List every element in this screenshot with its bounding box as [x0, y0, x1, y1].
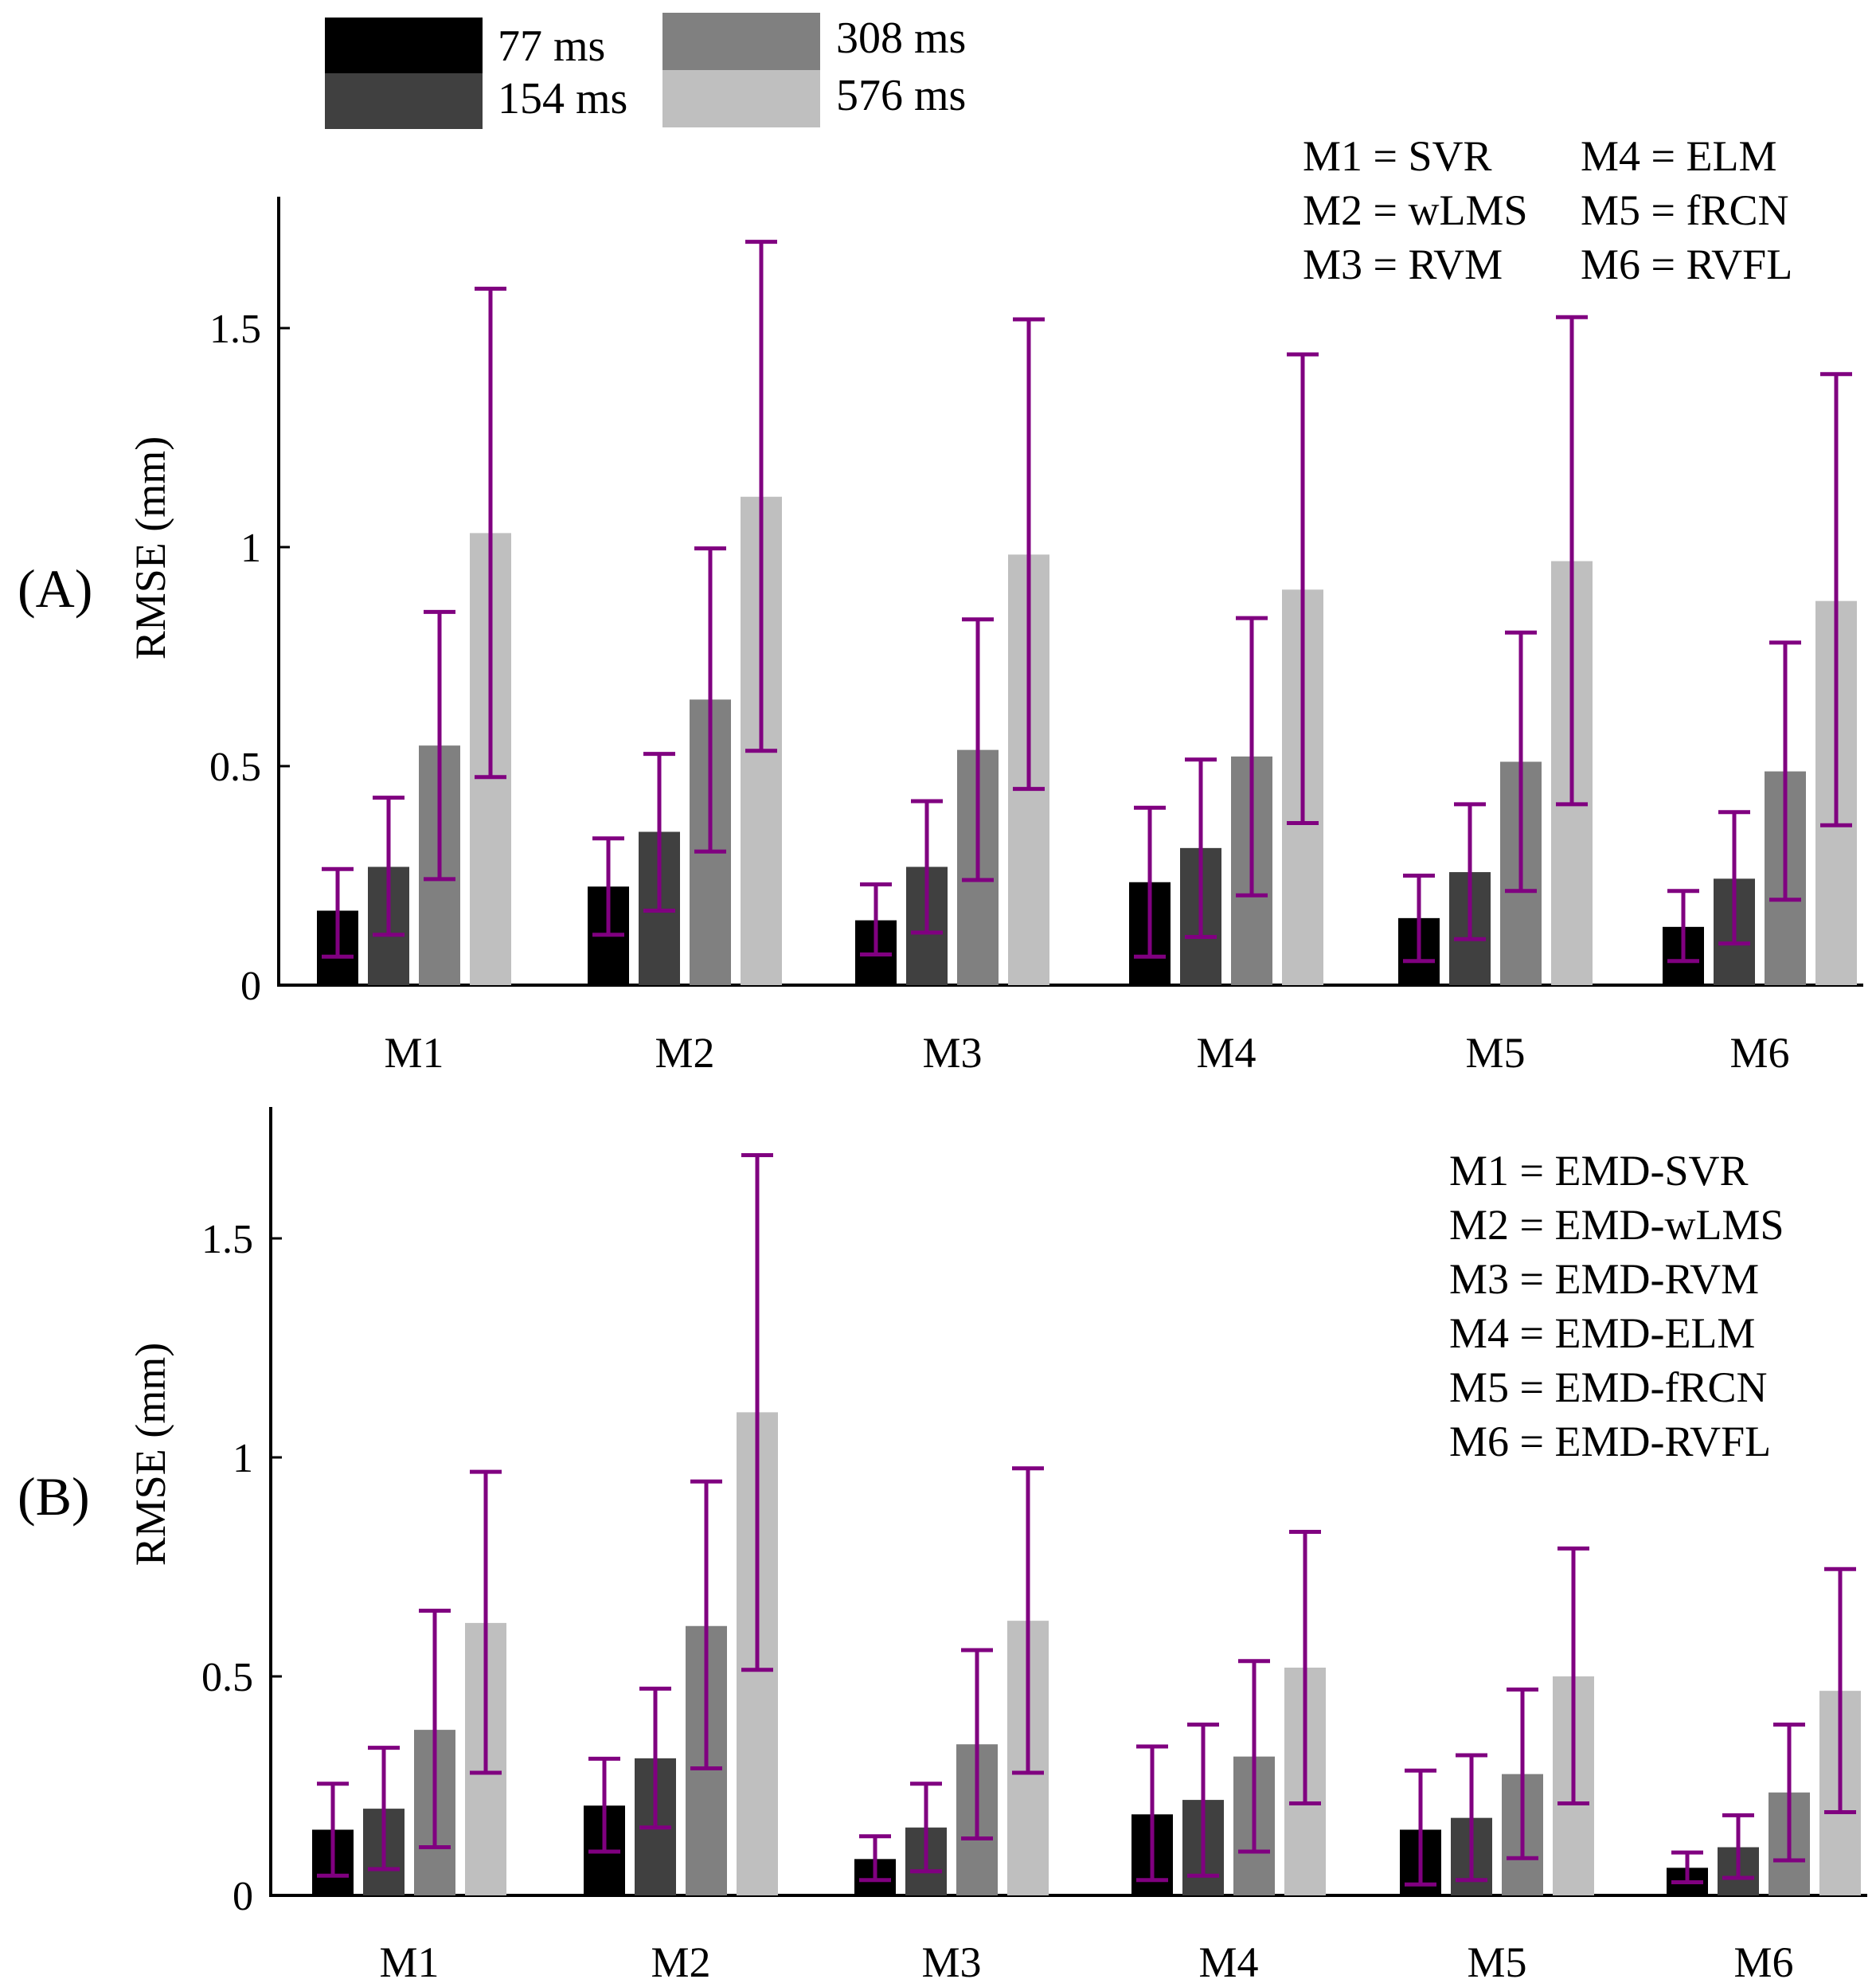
panel-a-annotation-line-6: M6 = RVFL	[1581, 241, 1792, 288]
panel-a-ytick-label: 1.5	[209, 307, 261, 352]
legend: 77 ms 154 ms 308 ms 576 ms	[325, 13, 966, 129]
legend-label-154ms: 154 ms	[498, 74, 627, 123]
panel-a-annotation-line-4: M4 = ELM	[1581, 132, 1776, 180]
panel-b-label: (B)	[18, 1466, 90, 1527]
legend-swatch-77ms	[325, 18, 483, 73]
panel-a-ytick-label: 0	[240, 964, 261, 1009]
panel-a-annotation: M1 = SVR M2 = wLMS M3 = RVM M4 = ELM M5 …	[1303, 132, 1792, 288]
panel-a-annotation-line-3: M3 = RVM	[1303, 241, 1503, 288]
panel-a-annotation-line-1: M1 = SVR	[1303, 132, 1492, 180]
panel-b-ytick-label: 1	[233, 1436, 253, 1481]
panel-b-annotation: M1 = EMD-SVR M2 = EMD-wLMS M3 = EMD-RVM …	[1449, 1147, 1784, 1465]
panel-a-annotation-line-2: M2 = wLMS	[1303, 186, 1528, 234]
panel-b-annotation-line-3: M3 = EMD-RVM	[1449, 1255, 1759, 1303]
legend-swatch-308ms	[662, 13, 820, 70]
panel-a-ytick-label: 0.5	[209, 745, 261, 790]
panel-b-ytick-label: 1.5	[201, 1217, 253, 1262]
panel-b-xtick-label: M2	[651, 1938, 710, 1983]
panel-b: (B) RMSE (mm) M1 = EMD-SVR M2 = EMD-wLMS…	[18, 1107, 1867, 1983]
panel-a-xtick-label: M4	[1196, 1029, 1256, 1077]
panel-a: (A) RMSE (mm) M1 = SVR M2 = wLMS M3 = RV…	[18, 132, 1863, 1077]
panel-b-xtick-label: M1	[379, 1938, 439, 1983]
panel-b-annotation-line-1: M1 = EMD-SVR	[1449, 1147, 1749, 1195]
panel-b-xtick-label: M4	[1198, 1938, 1258, 1983]
panel-a-xtick-label: M3	[922, 1029, 982, 1077]
panel-a-ytick-label: 1	[240, 526, 261, 571]
panel-b-ytick-label: 0	[233, 1874, 253, 1919]
panel-b-xtick-label: M3	[921, 1938, 981, 1983]
panel-b-xtick-label: M6	[1733, 1938, 1793, 1983]
panel-a-xtick-label: M1	[384, 1029, 444, 1077]
panel-b-annotation-line-5: M5 = EMD-fRCN	[1449, 1363, 1767, 1411]
legend-label-576ms: 576 ms	[836, 71, 966, 120]
legend-label-77ms: 77 ms	[498, 22, 605, 71]
panel-a-xtick-label: M5	[1465, 1029, 1525, 1077]
legend-swatch-154ms	[325, 73, 483, 129]
panel-a-xtick-label: M2	[655, 1029, 714, 1077]
panel-b-marks: 0 0.5 1 1.5 M1 M2 M3 M4 M5 M6	[201, 1153, 1861, 1983]
panel-a-marks: 0 0.5 1 1.5 M1 M2 M3 M4 M5 M6	[209, 240, 1857, 1077]
panel-a-xtick-label: M6	[1729, 1029, 1789, 1077]
panel-a-label: (A)	[18, 558, 92, 619]
panel-b-ylabel: RMSE (mm)	[127, 1343, 174, 1566]
legend-swatch-576ms	[662, 70, 820, 127]
panel-b-ytick-label: 0.5	[201, 1655, 253, 1700]
panel-b-annotation-line-4: M4 = EMD-ELM	[1449, 1309, 1755, 1357]
panel-b-annotation-line-2: M2 = EMD-wLMS	[1449, 1201, 1784, 1249]
panel-a-ylabel: RMSE (mm)	[127, 436, 174, 660]
panel-a-annotation-line-5: M5 = fRCN	[1581, 186, 1788, 234]
legend-label-308ms: 308 ms	[836, 14, 966, 63]
panel-b-xtick-label: M5	[1467, 1938, 1526, 1983]
panel-b-annotation-line-6: M6 = EMD-RVFL	[1449, 1418, 1771, 1465]
